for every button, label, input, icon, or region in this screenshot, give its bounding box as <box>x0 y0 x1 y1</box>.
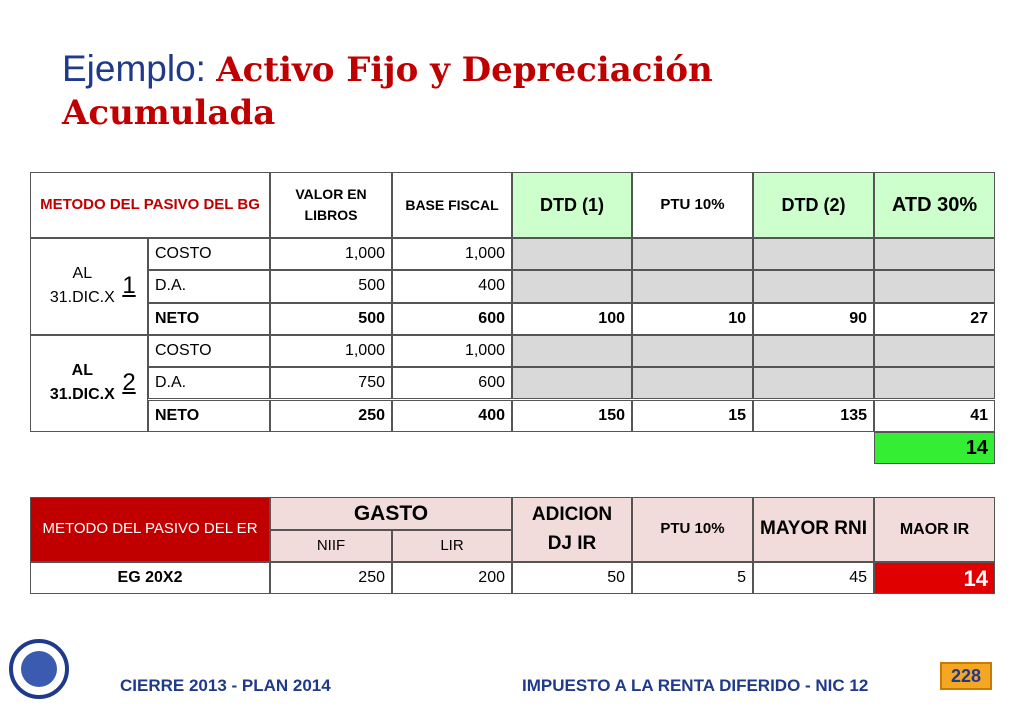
row-label: NETO <box>148 302 270 335</box>
row-label: COSTO <box>148 238 270 271</box>
empty-cell <box>874 367 995 400</box>
row-label: D.A. <box>148 270 270 303</box>
value-cell: 500 <box>270 270 392 303</box>
logo <box>9 639 69 699</box>
value-cell: 750 <box>270 367 392 400</box>
value-cell: 41 <box>874 399 995 432</box>
header-cell: PTU 10% <box>632 172 753 238</box>
header-cell: MAOR IR <box>874 497 995 562</box>
empty-cell <box>632 334 753 368</box>
header-cell: ATD 30% <box>874 172 995 238</box>
group-label: AL 31.DIC.X 2 <box>30 334 148 432</box>
value-cell: 1,000 <box>392 334 512 368</box>
value-cell: 100 <box>512 302 632 335</box>
value-cell: 400 <box>392 399 512 432</box>
value-cell: 27 <box>874 302 995 335</box>
value-cell: 15 <box>632 399 753 432</box>
empty-cell <box>512 238 632 271</box>
title: Ejemplo: Activo Fijo y Depreciación Acum… <box>62 48 822 134</box>
value-cell: 400 <box>392 270 512 303</box>
value-cell: 50 <box>512 562 632 594</box>
group-label: AL 31.DIC.X 1 <box>30 238 148 335</box>
title-prefix: Ejemplo: <box>62 48 206 89</box>
page-number: 228 <box>940 662 992 690</box>
empty-cell <box>512 270 632 303</box>
value-cell: 250 <box>270 399 392 432</box>
total-cell: 14 <box>874 431 995 464</box>
header-cell: ADICION DJ IR <box>512 497 632 562</box>
header-cell: DTD (2) <box>753 172 874 238</box>
header-cell: PTU 10% <box>632 497 753 562</box>
group-suffix: 1 <box>122 272 136 300</box>
empty-cell <box>753 270 874 303</box>
row-label: NETO <box>148 399 270 432</box>
empty-cell <box>512 334 632 368</box>
value-cell: 200 <box>392 562 512 594</box>
header-cell: METODO DEL PASIVO DEL ER <box>30 497 270 562</box>
header-cell: VALOR EN LIBROS <box>270 172 392 238</box>
value-cell: 10 <box>632 302 753 335</box>
empty-cell <box>874 270 995 303</box>
header-cell: DTD (1) <box>512 172 632 238</box>
header-cell: MAYOR RNI <box>753 497 874 562</box>
empty-cell <box>753 334 874 368</box>
value-cell: 1,000 <box>270 238 392 271</box>
header-cell: METODO DEL PASIVO DEL BG <box>30 172 270 238</box>
value-cell: 250 <box>270 562 392 594</box>
footer-left: CIERRE 2013 - PLAN 2014 <box>120 676 331 695</box>
group-text: AL 31.DIC.X <box>49 362 115 404</box>
value-cell: 600 <box>392 367 512 400</box>
value-cell: 150 <box>512 399 632 432</box>
value-cell: 45 <box>753 562 874 594</box>
empty-cell <box>512 367 632 400</box>
empty-cell <box>753 367 874 400</box>
value-cell: 5 <box>632 562 753 594</box>
value-cell: 135 <box>753 399 874 432</box>
empty-cell <box>753 238 874 271</box>
empty-cell <box>874 334 995 368</box>
row-label: COSTO <box>148 334 270 368</box>
value-cell: 600 <box>392 302 512 335</box>
group-suffix: 2 <box>122 369 136 397</box>
value-cell: 14 <box>874 562 995 594</box>
value-cell: 90 <box>753 302 874 335</box>
group-text: AL 31.DIC.X <box>49 265 115 307</box>
row-label: EG 20X2 <box>30 562 270 594</box>
value-cell: 1,000 <box>392 238 512 271</box>
value-cell: 500 <box>270 302 392 335</box>
empty-cell <box>632 270 753 303</box>
value-cell: 1,000 <box>270 334 392 368</box>
empty-cell <box>632 367 753 400</box>
empty-cell <box>632 238 753 271</box>
header-cell: GASTO <box>270 497 512 530</box>
title-main: Activo Fijo y Depreciación Acumulada <box>62 50 713 133</box>
header-cell: BASE FISCAL <box>392 172 512 238</box>
empty-cell <box>874 238 995 271</box>
subheader-cell: NIIF <box>270 530 392 562</box>
footer-right: IMPUESTO A LA RENTA DIFERIDO - NIC 12 <box>522 676 869 695</box>
row-label: D.A. <box>148 367 270 400</box>
subheader-cell: LIR <box>392 530 512 562</box>
